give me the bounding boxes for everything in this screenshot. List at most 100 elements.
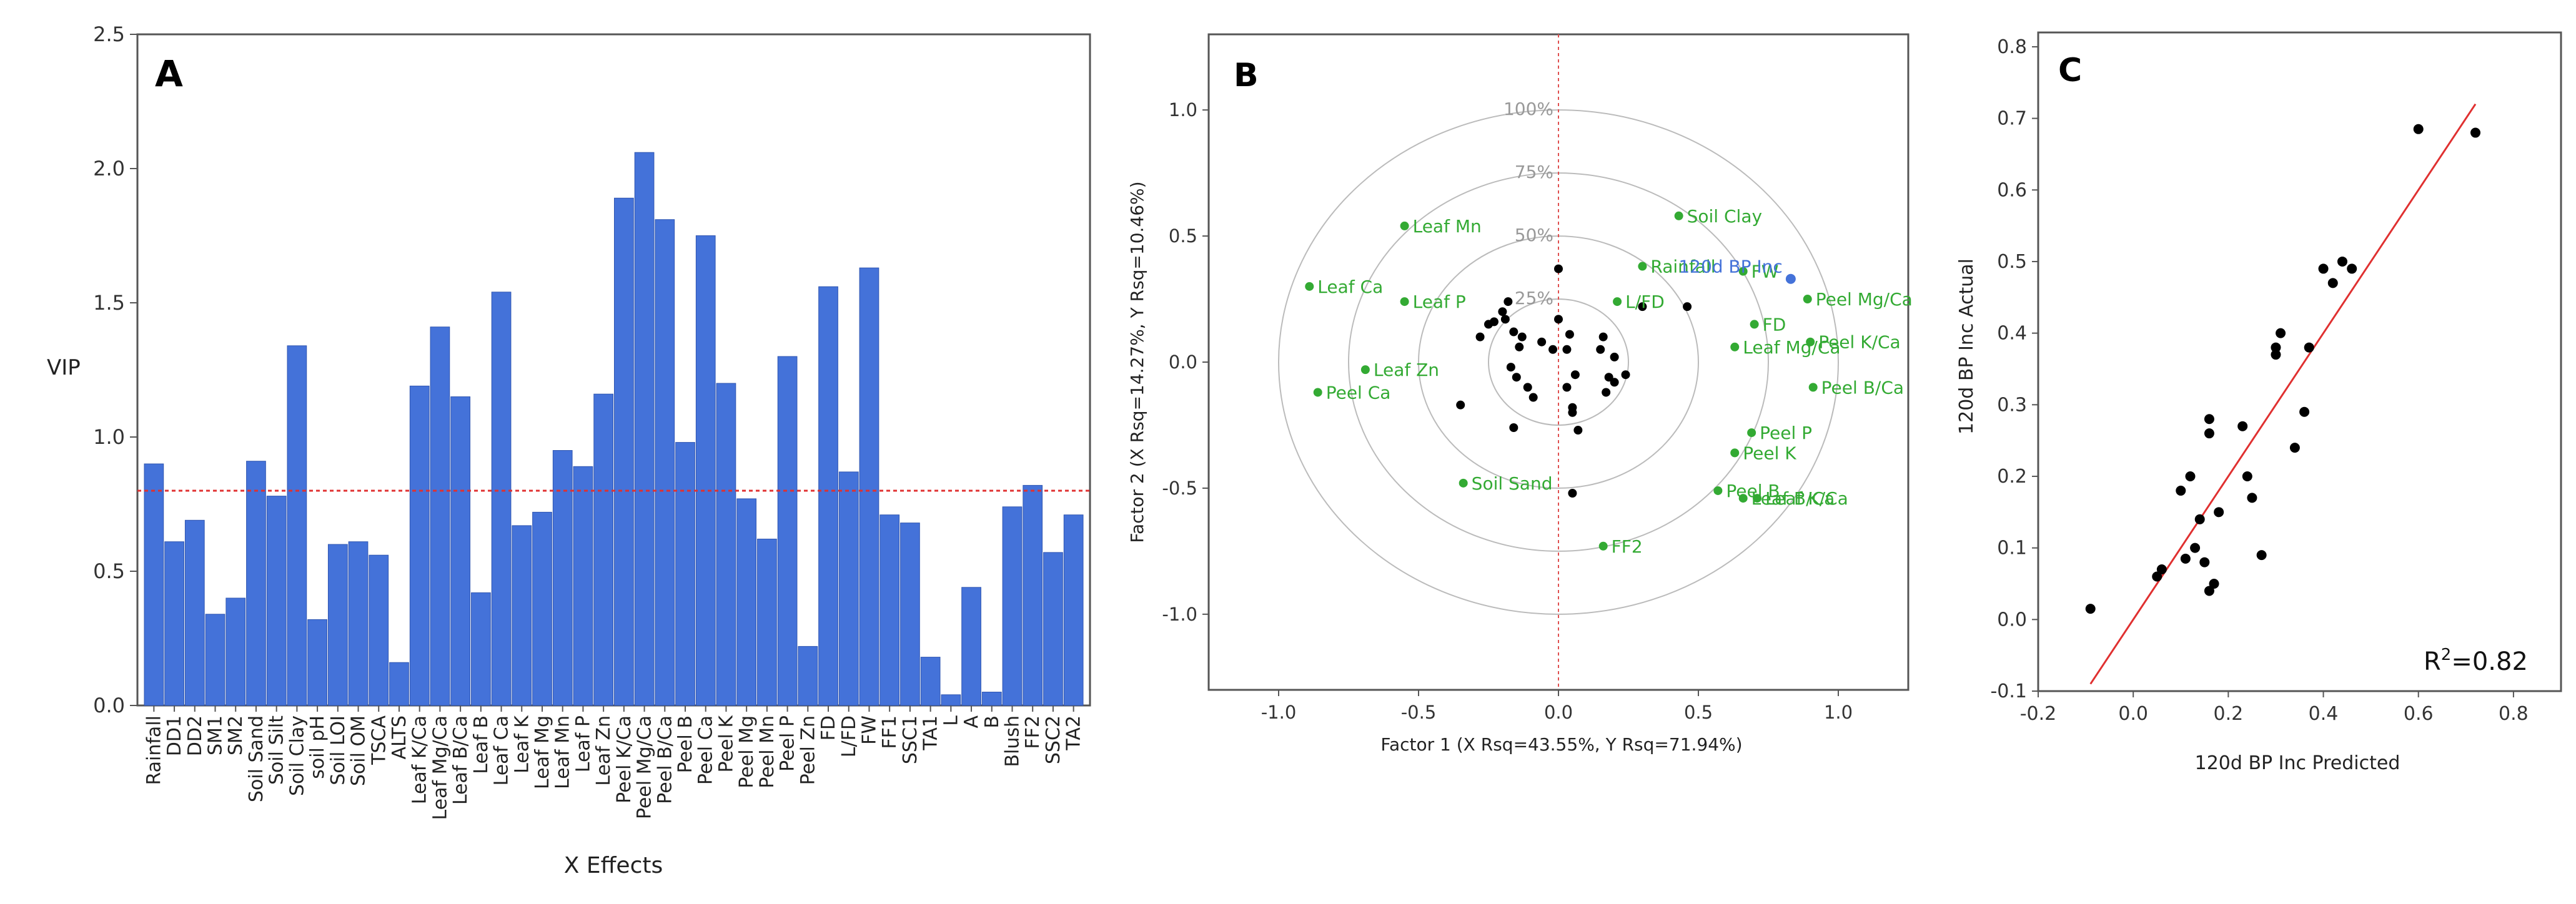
loading-label: Leaf Zn <box>1374 360 1439 380</box>
score-point <box>1638 302 1647 312</box>
y-tick-label: 0.5 <box>1997 251 2027 273</box>
loading-label: Peel K/Ca <box>1818 332 1901 353</box>
panel-c-label: C <box>2058 52 2082 89</box>
loading-point <box>1730 342 1740 351</box>
x-tick-label: soil pH <box>307 715 329 779</box>
score-point <box>1517 332 1527 341</box>
vip-bar <box>327 544 348 706</box>
x-tick-label: 0.0 <box>2118 703 2148 725</box>
x-tick-label: Peel B <box>675 715 696 773</box>
vip-bar <box>879 514 900 706</box>
vip-bar <box>470 592 491 706</box>
score-point <box>1475 332 1485 341</box>
vip-bar <box>634 152 655 706</box>
vip-bar <box>348 541 369 706</box>
loading-point <box>1738 267 1748 276</box>
x-tick-label: Soil Silt <box>266 715 288 785</box>
score-point <box>1562 345 1572 354</box>
loading-label: Rainfall <box>1650 257 1715 277</box>
vip-bar <box>307 619 327 706</box>
x-tick-label: Peel Mg/Ca <box>634 715 656 819</box>
x-tick-label: Leaf K <box>511 715 533 774</box>
data-point <box>2237 421 2248 431</box>
data-point <box>2289 443 2300 453</box>
r-squared-annotation: R2=0.82 <box>2424 646 2528 676</box>
x-tick-label: Peel K <box>715 715 737 773</box>
x-tick-label: Leaf K/Ca <box>409 715 431 804</box>
vip-bar <box>736 498 757 706</box>
y-tick-label: 0.2 <box>1997 466 2027 488</box>
x-tick-label: Peel Ca <box>695 715 717 785</box>
panel-a-label: A <box>155 52 183 95</box>
data-point <box>2337 256 2347 267</box>
score-point <box>1548 345 1558 354</box>
data-point <box>2199 557 2210 567</box>
data-point <box>2271 342 2281 353</box>
score-point <box>1596 345 1605 354</box>
loading-label: Peel P <box>1760 423 1812 443</box>
loading-label: Leaf B/Ca <box>1751 488 1835 509</box>
loading-label: Leaf K/Ca <box>1765 488 1848 509</box>
data-point <box>2214 507 2224 518</box>
x-tick-label: -0.5 <box>1401 702 1437 723</box>
vip-bar <box>287 345 307 706</box>
vip-bar <box>369 554 389 706</box>
loading-label: Peel B/Ca <box>1821 377 1904 398</box>
loading-point <box>1459 478 1468 488</box>
data-point <box>2247 493 2257 503</box>
score-point <box>1512 373 1521 382</box>
loading-point <box>1806 337 1815 346</box>
data-point <box>2156 564 2167 575</box>
score-point <box>1621 370 1630 380</box>
vip-bar <box>164 541 184 706</box>
y-tick-label: 1.0 <box>1169 99 1197 120</box>
circle-percent-label: 25% <box>1515 288 1553 308</box>
data-point <box>2413 124 2424 134</box>
panel-c-plot-frame <box>2037 31 2562 692</box>
vip-bar <box>389 662 409 706</box>
vip-bar <box>225 597 246 706</box>
x-tick-label: TA1 <box>920 715 942 751</box>
vip-bar <box>1002 506 1023 706</box>
loading-label: FD <box>1763 314 1786 335</box>
data-point <box>2204 414 2214 425</box>
panel-c-x-axis-title: 120d BP Inc Predicted <box>2195 752 2400 774</box>
vip-bar <box>981 692 1002 706</box>
y-tick-label: 0.5 <box>1169 225 1197 247</box>
x-tick-label: 1.0 <box>1824 702 1853 723</box>
data-point <box>2256 550 2267 561</box>
score-point <box>1610 378 1619 387</box>
data-point <box>2242 471 2252 481</box>
x-tick-label: TSCA <box>368 715 390 765</box>
loading-point <box>1674 211 1683 220</box>
loading-label: FF2 <box>1612 536 1643 557</box>
x-tick-label: Soil OM <box>348 715 370 786</box>
score-point <box>1570 370 1580 380</box>
score-point <box>1573 426 1583 435</box>
score-point <box>1515 342 1524 351</box>
loading-point <box>1730 448 1740 458</box>
data-point <box>2271 350 2281 360</box>
x-tick-label: 0.5 <box>1684 702 1713 723</box>
vip-bar <box>695 235 716 706</box>
vip-bar <box>920 657 941 706</box>
vip-bar <box>961 587 981 706</box>
vip-bar <box>430 327 450 706</box>
loading-point <box>1747 428 1756 438</box>
x-tick-label: Leaf Mg/Ca <box>429 715 451 820</box>
score-point <box>1554 264 1563 273</box>
loading-label: Peel K <box>1743 443 1796 463</box>
vip-bar <box>798 646 818 706</box>
score-point <box>1500 315 1510 324</box>
data-point <box>2180 553 2191 564</box>
x-tick-label: Soil LOI <box>327 715 349 785</box>
loading-point <box>1750 320 1759 329</box>
x-tick-label: Leaf B <box>470 715 492 774</box>
data-point <box>2304 342 2314 353</box>
y-tick-label: -1.0 <box>1162 604 1197 625</box>
x-tick-label: DD2 <box>184 715 206 756</box>
x-tick-label: Soil Sand <box>245 715 267 802</box>
score-point <box>1568 489 1577 498</box>
data-point <box>2176 485 2186 496</box>
score-point <box>1506 363 1515 372</box>
